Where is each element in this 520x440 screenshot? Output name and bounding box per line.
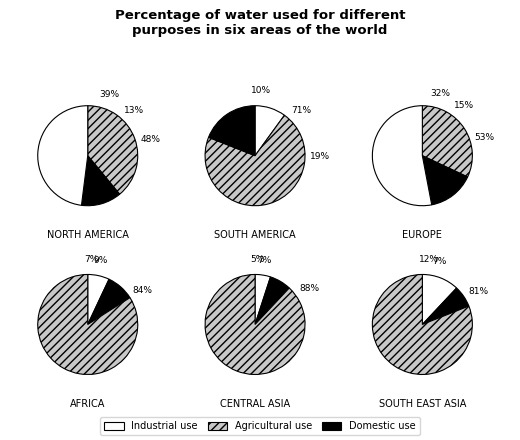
Title: SOUTH EAST ASIA: SOUTH EAST ASIA bbox=[379, 399, 466, 409]
Wedge shape bbox=[205, 275, 305, 374]
Text: 84%: 84% bbox=[133, 286, 153, 294]
Text: 9%: 9% bbox=[94, 256, 108, 265]
Text: 71%: 71% bbox=[291, 106, 311, 115]
Wedge shape bbox=[422, 288, 469, 324]
Title: EUROPE: EUROPE bbox=[402, 230, 443, 240]
Title: NORTH AMERICA: NORTH AMERICA bbox=[47, 230, 128, 240]
Wedge shape bbox=[88, 106, 138, 194]
Text: Percentage of water used for different
purposes in six areas of the world: Percentage of water used for different p… bbox=[115, 9, 405, 37]
Text: 15%: 15% bbox=[453, 101, 474, 110]
Text: 81%: 81% bbox=[469, 287, 488, 296]
Wedge shape bbox=[38, 275, 138, 374]
Legend: Industrial use, Agricultural use, Domestic use: Industrial use, Agricultural use, Domest… bbox=[100, 418, 420, 435]
Text: 13%: 13% bbox=[124, 106, 144, 115]
Wedge shape bbox=[88, 279, 130, 324]
Text: 48%: 48% bbox=[141, 136, 161, 144]
Wedge shape bbox=[255, 275, 270, 324]
Title: SOUTH AMERICA: SOUTH AMERICA bbox=[214, 230, 296, 240]
Wedge shape bbox=[372, 106, 432, 206]
Text: 39%: 39% bbox=[99, 90, 120, 99]
Text: 10%: 10% bbox=[251, 86, 271, 95]
Wedge shape bbox=[422, 106, 472, 177]
Wedge shape bbox=[422, 275, 457, 324]
Text: 12%: 12% bbox=[419, 255, 439, 264]
Wedge shape bbox=[205, 115, 305, 206]
Wedge shape bbox=[372, 275, 472, 374]
Text: 53%: 53% bbox=[475, 133, 495, 142]
Wedge shape bbox=[38, 106, 88, 205]
Text: 7%: 7% bbox=[257, 256, 272, 265]
Wedge shape bbox=[209, 106, 255, 156]
Text: 7%: 7% bbox=[85, 255, 99, 264]
Wedge shape bbox=[82, 156, 120, 206]
Title: AFRICA: AFRICA bbox=[70, 399, 106, 409]
Title: CENTRAL ASIA: CENTRAL ASIA bbox=[220, 399, 290, 409]
Text: 7%: 7% bbox=[433, 257, 447, 266]
Wedge shape bbox=[255, 277, 289, 324]
Wedge shape bbox=[422, 156, 467, 205]
Text: 19%: 19% bbox=[310, 152, 330, 161]
Text: 88%: 88% bbox=[299, 284, 319, 293]
Wedge shape bbox=[88, 275, 109, 324]
Text: 5%: 5% bbox=[251, 255, 265, 264]
Text: 32%: 32% bbox=[430, 89, 450, 98]
Wedge shape bbox=[255, 106, 284, 156]
